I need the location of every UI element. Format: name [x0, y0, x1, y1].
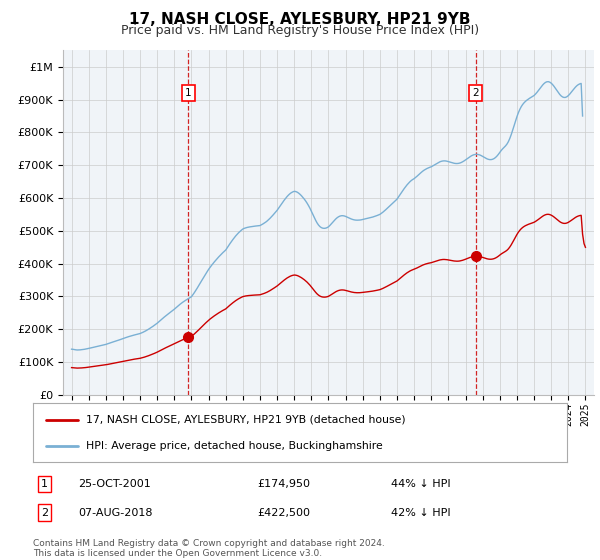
Text: 17, NASH CLOSE, AYLESBURY, HP21 9YB: 17, NASH CLOSE, AYLESBURY, HP21 9YB [129, 12, 471, 27]
Text: This data is licensed under the Open Government Licence v3.0.: This data is licensed under the Open Gov… [33, 549, 322, 558]
Text: 42% ↓ HPI: 42% ↓ HPI [391, 507, 451, 517]
Text: 2: 2 [472, 88, 479, 98]
Text: HPI: Average price, detached house, Buckinghamshire: HPI: Average price, detached house, Buck… [86, 441, 383, 451]
Text: 17, NASH CLOSE, AYLESBURY, HP21 9YB (detached house): 17, NASH CLOSE, AYLESBURY, HP21 9YB (det… [86, 414, 406, 424]
Text: Contains HM Land Registry data © Crown copyright and database right 2024.: Contains HM Land Registry data © Crown c… [33, 539, 385, 548]
Text: 1: 1 [185, 88, 191, 98]
Text: Price paid vs. HM Land Registry's House Price Index (HPI): Price paid vs. HM Land Registry's House … [121, 24, 479, 36]
Text: £174,950: £174,950 [257, 479, 310, 489]
Text: 07-AUG-2018: 07-AUG-2018 [79, 507, 153, 517]
Text: 1: 1 [41, 479, 48, 489]
Text: £422,500: £422,500 [257, 507, 310, 517]
Text: 44% ↓ HPI: 44% ↓ HPI [391, 479, 451, 489]
Text: 2: 2 [41, 507, 49, 517]
Text: 25-OCT-2001: 25-OCT-2001 [79, 479, 151, 489]
